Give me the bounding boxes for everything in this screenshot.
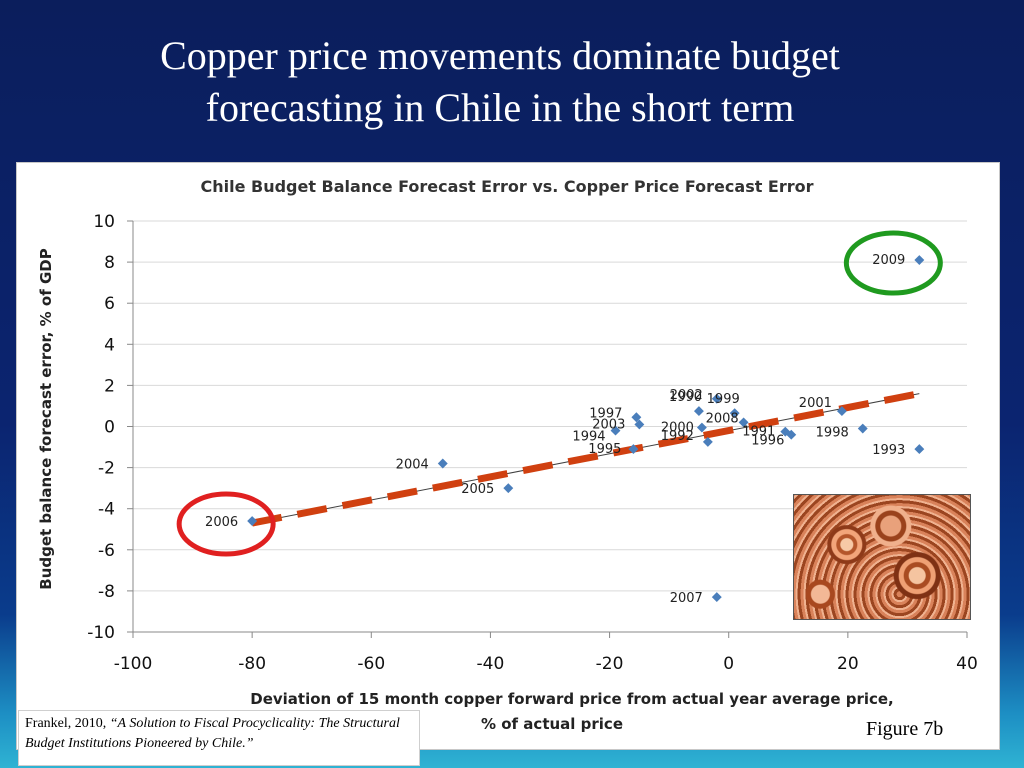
scatter-chart: Chile Budget Balance Forecast Error vs. … — [37, 177, 978, 733]
data-point — [711, 592, 722, 603]
citation-box: Frankel, 2010, “A Solution to Fiscal Pro… — [18, 710, 420, 766]
point-label: 2002 — [670, 388, 703, 403]
copper-coils-photo — [793, 494, 971, 620]
x-tick-label: -80 — [238, 654, 266, 674]
point-label: 1997 — [589, 406, 622, 421]
x-tick-label: -60 — [357, 654, 385, 674]
y-tick-label: 10 — [93, 212, 115, 232]
highlight-circle — [843, 230, 943, 296]
data-point — [914, 444, 925, 455]
point-label: 1996 — [751, 434, 784, 449]
x-tick-label: -20 — [596, 654, 624, 674]
point-label: 2007 — [670, 591, 703, 606]
point-label: 1990 — [669, 390, 702, 405]
point-label: 2003 — [592, 417, 625, 432]
point-label: 2005 — [461, 482, 494, 497]
y-tick-label: 0 — [104, 418, 115, 438]
point-label: 1999 — [707, 392, 740, 407]
slide-title-line1: Copper price movements dominate budget — [160, 33, 840, 78]
y-tick-label: 2 — [104, 376, 115, 396]
point-label: 1992 — [661, 429, 694, 444]
point-label: 2008 — [706, 411, 739, 426]
y-tick-label: 6 — [104, 294, 115, 314]
chart-title: Chile Budget Balance Forecast Error vs. … — [200, 177, 813, 196]
point-label: 1994 — [572, 430, 605, 445]
point-label: 2000 — [661, 421, 694, 436]
point-labels: 2009 2006 2004 2005 2007 2002 1997200319941995… — [205, 253, 905, 606]
data-point — [702, 436, 713, 447]
data-point — [503, 483, 514, 494]
data-points — [247, 255, 925, 603]
data-point — [628, 444, 639, 455]
data-point — [437, 458, 448, 469]
x-axis-label-line2: % of actual price — [481, 715, 623, 733]
x-tick-label: -100 — [114, 654, 153, 674]
y-tick-label: -4 — [98, 500, 115, 520]
data-point — [634, 419, 645, 430]
point-label: 1998 — [816, 426, 849, 441]
data-point — [836, 406, 847, 417]
data-point — [247, 516, 258, 526]
citation-text: “A Solution to Fiscal Procyclicality: Th… — [25, 716, 400, 751]
y-tick-label: -8 — [98, 582, 115, 602]
citation-author: Frankel, 2010, — [25, 716, 107, 731]
y-tick-label: 8 — [104, 253, 115, 273]
highlight-circles — [176, 230, 943, 557]
data-point — [696, 422, 707, 433]
data-point — [693, 406, 704, 417]
point-label: 2004 — [396, 457, 429, 472]
x-tick-label: -40 — [477, 654, 505, 674]
y-tick-label: -2 — [98, 459, 115, 479]
data-point — [711, 393, 722, 404]
point-label: 1991 — [742, 425, 775, 440]
y-tick-label: -6 — [98, 541, 115, 561]
slide-title-line2: forecasting in Chile in the short term — [205, 85, 795, 130]
point-label: 1993 — [872, 443, 905, 458]
x-axis-label-line1: Deviation of 15 month copper forward pri… — [250, 690, 894, 708]
y-axis-label: Budget balance forecast error, % of GDP — [37, 248, 55, 589]
x-tick-label: 0 — [723, 654, 734, 674]
x-tick-label: 20 — [837, 654, 859, 674]
data-point — [631, 412, 642, 423]
highlight-circle — [176, 491, 276, 557]
point-label: 2001 — [799, 396, 832, 411]
point-label: 1995 — [588, 442, 621, 457]
point-label: 2006 — [205, 515, 238, 530]
trend-lines — [251, 390, 921, 527]
x-tick-label: 40 — [956, 654, 978, 674]
y-tick-label: -10 — [87, 623, 115, 643]
point-label: 2009 — [872, 253, 905, 268]
data-point — [729, 408, 740, 419]
figure-label: Figure 7b — [866, 718, 944, 740]
data-point — [914, 255, 925, 265]
data-point — [610, 425, 621, 436]
data-point — [786, 429, 797, 440]
slide-title: Copper price movements dominate budget f… — [60, 30, 940, 134]
data-point — [857, 423, 868, 434]
y-tick-label: 4 — [104, 335, 115, 355]
chart-panel: Chile Budget Balance Forecast Error vs. … — [16, 162, 1000, 750]
dashed-fit-line — [251, 390, 921, 527]
